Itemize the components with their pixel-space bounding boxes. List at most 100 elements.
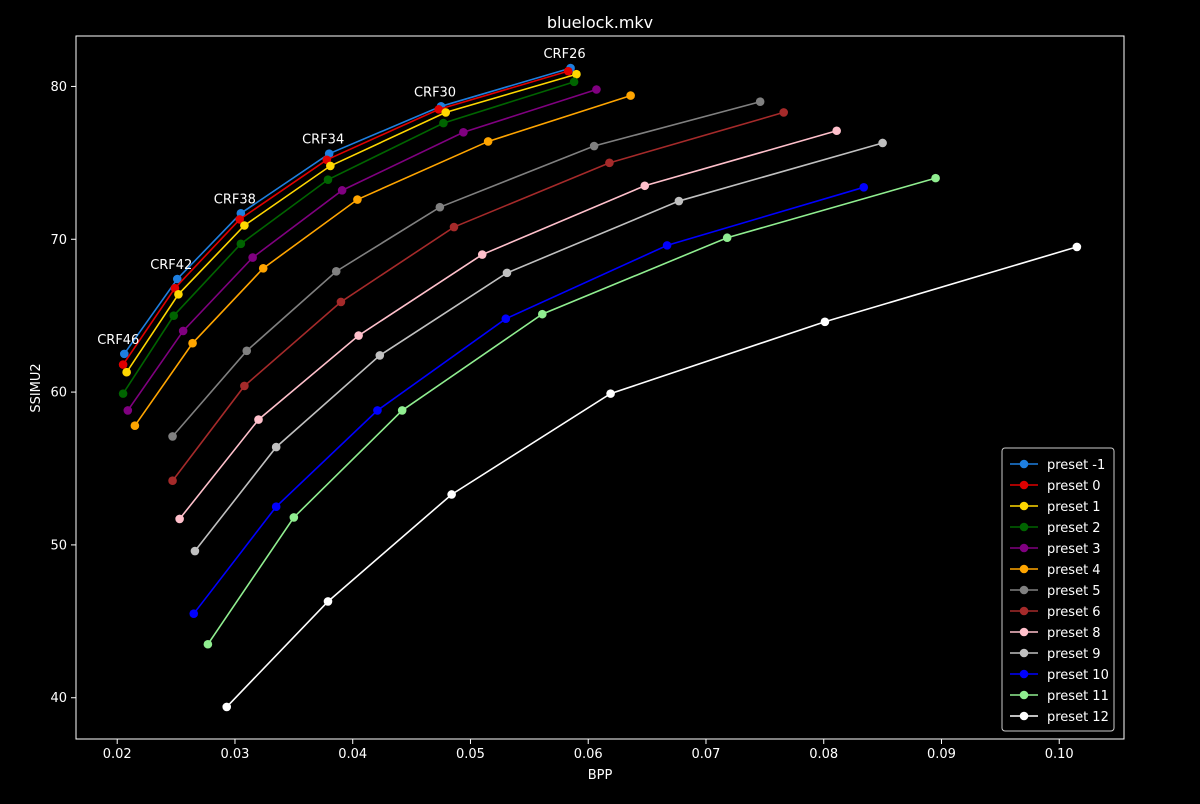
- data-point: [375, 351, 385, 360]
- legend-swatch-marker: [1019, 501, 1029, 511]
- x-tick-label: 0.03: [220, 747, 249, 762]
- data-point: [118, 360, 128, 369]
- data-point: [240, 221, 249, 230]
- series-preset10: [189, 182, 869, 618]
- data-point: [169, 311, 179, 320]
- data-point: [722, 233, 732, 243]
- plot-area: 0.02 0.03 0.04 0.05 0.06 0.07 0.08 0.09 0.10 40 50…: [50, 47, 1082, 762]
- legend-swatch-marker: [1019, 648, 1029, 658]
- series-line: [123, 67, 571, 355]
- data-point: [236, 239, 246, 249]
- data-point: [123, 406, 133, 415]
- legend-label: preset 6: [1047, 605, 1101, 620]
- data-point: [569, 77, 579, 87]
- data-point: [435, 202, 445, 212]
- legend-swatch-marker: [1019, 690, 1029, 700]
- data-point: [563, 66, 573, 76]
- data-point: [662, 241, 672, 250]
- data-point: [119, 349, 129, 359]
- crf-annotation: CRF38: [214, 192, 256, 207]
- legend: preset -1 preset 0 preset 1 preset 2 preset …: [1001, 447, 1115, 732]
- legend-swatch-marker: [1019, 669, 1029, 679]
- y-tick-label: 60: [50, 386, 67, 401]
- data-point: [589, 141, 599, 151]
- crf-annotation: CRF46: [97, 333, 139, 348]
- series-line: [193, 186, 864, 615]
- y-tick-label: 80: [50, 80, 67, 95]
- crf-annotation: CRF26: [543, 47, 585, 62]
- legend-label: preset 3: [1047, 542, 1101, 557]
- data-point: [190, 546, 200, 556]
- x-axis-label: BPP: [588, 768, 613, 783]
- x-tick-label: 0.10: [1045, 747, 1074, 762]
- data-point: [337, 186, 347, 195]
- data-point: [258, 263, 268, 273]
- series-line: [226, 246, 1078, 708]
- data-point: [130, 421, 140, 431]
- series-preset6: [168, 108, 788, 486]
- series-line: [171, 111, 784, 482]
- data-point: [501, 314, 511, 324]
- data-point: [449, 222, 459, 232]
- legend-swatch-marker: [1019, 522, 1029, 532]
- y-tick-label: 50: [50, 538, 67, 553]
- legend-label: preset 8: [1047, 626, 1101, 641]
- legend-swatch-marker: [1019, 543, 1029, 553]
- series-line: [194, 142, 883, 552]
- legend-label: preset 10: [1047, 668, 1109, 683]
- data-point: [188, 338, 197, 348]
- data-point: [172, 274, 182, 284]
- x-tick-label: 0.05: [456, 747, 485, 762]
- data-point: [235, 215, 244, 224]
- data-point: [175, 514, 184, 524]
- legend-label: preset -1: [1047, 458, 1105, 473]
- data-point: [605, 158, 614, 168]
- data-point: [459, 127, 468, 137]
- data-point: [189, 609, 199, 618]
- data-point: [122, 367, 131, 377]
- y-tick-label: 40: [50, 691, 67, 706]
- data-point: [240, 381, 249, 391]
- series-preset9: [190, 138, 887, 556]
- legend-label: preset 1: [1047, 500, 1101, 515]
- data-point: [878, 138, 887, 148]
- data-point: [755, 97, 765, 107]
- data-point: [439, 118, 448, 128]
- series-preset4: [130, 91, 635, 431]
- data-point: [353, 195, 362, 204]
- series-preset1: [122, 69, 581, 377]
- data-point: [168, 476, 177, 486]
- series-line: [178, 129, 837, 520]
- data-point: [271, 442, 281, 452]
- data-point: [674, 196, 684, 206]
- crf-annotation: CRF30: [414, 85, 456, 100]
- data-point: [271, 502, 281, 512]
- legend-swatch-marker: [1019, 585, 1029, 595]
- data-point: [174, 289, 183, 299]
- data-point: [538, 309, 547, 319]
- x-tick-label: 0.04: [338, 747, 367, 762]
- legend-label: preset 0: [1047, 479, 1101, 494]
- data-point: [178, 326, 188, 336]
- data-point: [397, 406, 407, 415]
- plot-frame: [75, 35, 1125, 740]
- data-point: [572, 69, 581, 79]
- crf-annotation: CRF34: [302, 133, 344, 148]
- data-point: [592, 85, 601, 94]
- series-line: [127, 88, 597, 411]
- data-point: [354, 331, 363, 340]
- series-preset11: [203, 173, 940, 649]
- data-point: [326, 161, 335, 171]
- series-preset3: [123, 85, 601, 415]
- x-tick-label: 0.06: [574, 747, 603, 762]
- data-point: [289, 513, 299, 522]
- series-line: [171, 100, 761, 437]
- legend-swatch-marker: [1019, 459, 1029, 469]
- data-point: [859, 182, 869, 192]
- data-point: [1072, 242, 1082, 252]
- legend-label: preset 5: [1047, 584, 1101, 599]
- legend-label: preset 11: [1047, 689, 1109, 704]
- x-tick-label: 0.07: [692, 747, 721, 762]
- data-point: [323, 175, 333, 184]
